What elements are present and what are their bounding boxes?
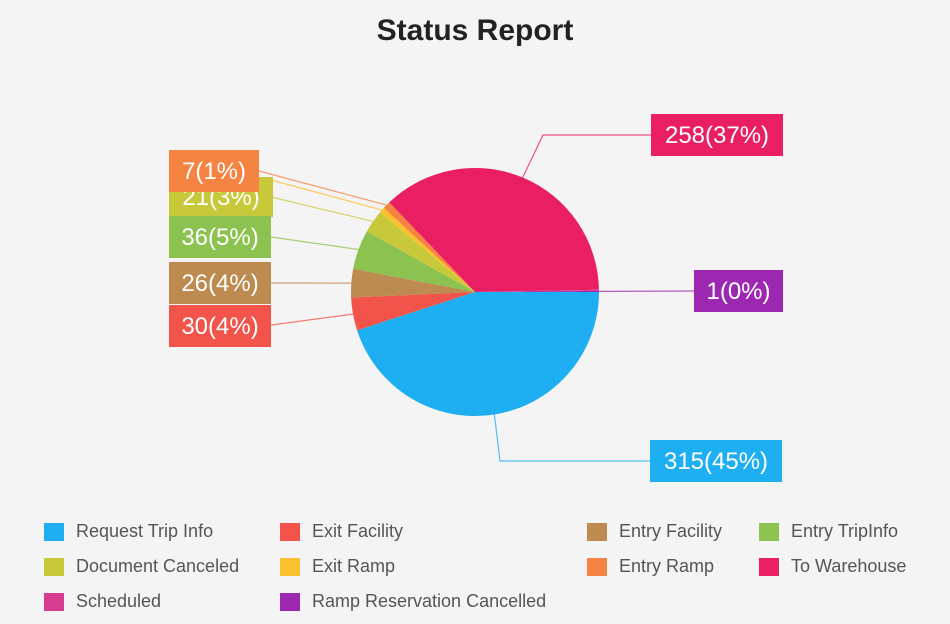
slice-label-text: 258(37%) bbox=[665, 122, 769, 149]
slice-label-box bbox=[169, 216, 271, 258]
leader-line-request-trip-info bbox=[493, 414, 650, 462]
pie-slice-ramp-reservation-cancelled[interactable] bbox=[475, 290, 600, 292]
slice-label-text: 36(5%) bbox=[181, 224, 258, 251]
leader-line-entry-tripinfo bbox=[270, 236, 359, 251]
slice-label-text: 30(4%) bbox=[181, 313, 258, 340]
slice-label-ramp-reservation-cancelled: 1(0%) bbox=[694, 270, 783, 312]
leader-lines bbox=[258, 134, 695, 462]
slice-label-text: 7(1%) bbox=[182, 158, 246, 185]
slice-label-request-trip-info: 315(45%) bbox=[650, 440, 782, 482]
slice-labels: 21(3%)7(1%)36(5%)26(4%)30(4%)315(45%)258… bbox=[169, 114, 783, 482]
slice-label-entry-tripinfo: 36(5%) bbox=[169, 216, 271, 258]
leader-line-document-canceled bbox=[270, 196, 374, 222]
pie-slice-entry-ramp[interactable] bbox=[383, 202, 475, 292]
slice-label-box bbox=[169, 150, 259, 192]
pie-slice-request-trip-info[interactable] bbox=[357, 292, 599, 416]
chart-title: Status Report bbox=[376, 14, 574, 47]
slice-label-box bbox=[169, 262, 271, 304]
slice-label-text: 26(4%) bbox=[181, 270, 258, 297]
slice-label-box bbox=[651, 114, 783, 156]
pie-slice-exit-ramp[interactable] bbox=[380, 207, 475, 292]
leader-line-exit-ramp bbox=[270, 179, 383, 211]
pie-slice-to-warehouse[interactable] bbox=[389, 167, 599, 292]
slice-label-to-warehouse: 258(37%) bbox=[651, 114, 783, 156]
slice-label-text: 315(45%) bbox=[664, 448, 768, 475]
slice-label-entry-ramp: 7(1%) bbox=[169, 150, 259, 192]
slice-label-box bbox=[694, 270, 783, 312]
leader-line-entry-ramp bbox=[258, 170, 387, 206]
pie-slice-scheduled[interactable] bbox=[475, 289, 599, 292]
pie-slice-entry-tripinfo[interactable] bbox=[353, 231, 475, 292]
leader-line-exit-facility bbox=[270, 313, 354, 326]
slice-label-box bbox=[650, 440, 782, 482]
slice-label-entry-facility: 26(4%) bbox=[169, 262, 271, 304]
pie-slices bbox=[350, 167, 600, 416]
pie-slice-document-canceled[interactable] bbox=[366, 212, 475, 292]
leader-line-to-warehouse bbox=[522, 134, 651, 178]
slice-label-text: 1(0%) bbox=[706, 278, 770, 305]
slice-label-box bbox=[169, 305, 271, 347]
pie-slice-exit-facility[interactable] bbox=[351, 292, 475, 331]
slice-label-exit-facility: 30(4%) bbox=[169, 305, 271, 347]
pie-slice-entry-facility[interactable] bbox=[350, 268, 475, 298]
